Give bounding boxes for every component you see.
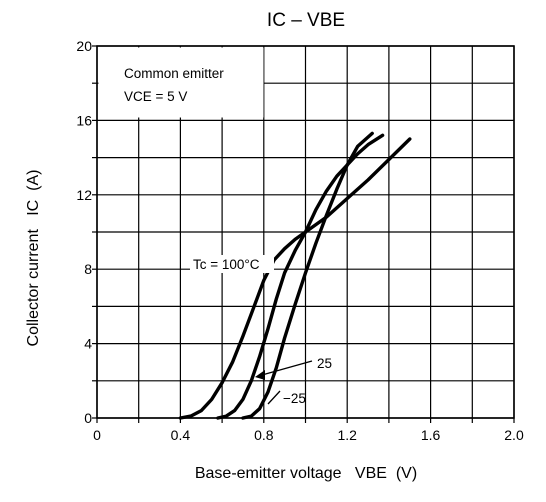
- series-label-25: 25: [317, 356, 332, 371]
- chart-title: IC – VBE: [267, 10, 345, 31]
- y-tick-label: 4: [84, 336, 92, 352]
- y-axis-label: Collector current IC (A): [25, 170, 42, 347]
- series-label-neg25: −25: [283, 391, 306, 406]
- series-line-1: [216, 133, 385, 420]
- condition-box: [98, 47, 264, 118]
- series-line-2: [241, 131, 374, 420]
- series-line-0: [178, 137, 412, 420]
- leader-neg25: [267, 390, 281, 405]
- plot-frame: [96, 45, 515, 419]
- x-tick-label: 0.4: [171, 427, 191, 443]
- x-tick-label: 2.0: [504, 427, 524, 443]
- x-tick-label: 0.8: [254, 427, 274, 443]
- x-tick-labels: 0 0.4 0.8 1.2 1.6 2.0: [93, 427, 524, 443]
- y-tick-label: 0: [84, 410, 92, 426]
- x-tick-label: 1.6: [421, 427, 441, 443]
- y-tick-labels: 0 4 8 12 16 20: [76, 38, 92, 426]
- x-axis-label: Base-emitter voltage VBE (V): [195, 465, 417, 482]
- condition-line-1: Common emitter: [124, 66, 224, 81]
- leader-25: [261, 360, 313, 376]
- series-label-bg-100: [190, 255, 274, 273]
- y-tick-label: 12: [76, 187, 92, 203]
- y-tick-label: 8: [84, 261, 92, 277]
- x-tick-label: 0: [93, 427, 101, 443]
- y-tick-label: 16: [76, 112, 92, 128]
- series-label-100: Tc = 100°C: [193, 257, 260, 272]
- x-tick-label: 1.2: [337, 427, 357, 443]
- y-tick-label: 20: [76, 38, 92, 54]
- series-curves: [178, 131, 412, 420]
- leader-25-arrow: [255, 370, 265, 380]
- condition-line-2: VCE = 5 V: [124, 89, 187, 104]
